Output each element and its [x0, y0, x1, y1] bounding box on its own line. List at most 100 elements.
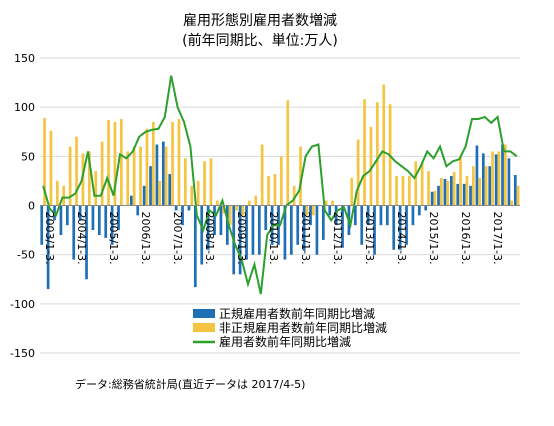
bar-regular — [405, 205, 408, 245]
bar-regular — [129, 195, 133, 206]
bar-regular — [334, 205, 338, 226]
bar-regular — [251, 205, 255, 255]
bar-nonregular — [94, 171, 98, 206]
legend-swatch — [193, 323, 215, 332]
source-note: データ:総務省統計局(直近データは 2017/4-5) — [75, 377, 305, 391]
bar-nonregular — [81, 153, 85, 206]
bar-regular — [398, 205, 402, 250]
bar-regular — [449, 176, 453, 206]
bar-nonregular — [292, 185, 296, 206]
bar-nonregular — [395, 176, 398, 206]
bar-nonregular — [273, 174, 277, 206]
chart-title: 雇用形態別雇用者数増減 — [183, 12, 337, 29]
bar-nonregular — [459, 156, 462, 206]
bar-regular — [174, 205, 178, 211]
bar-nonregular — [331, 200, 334, 206]
bar-nonregular — [62, 185, 66, 206]
bar-regular — [59, 205, 63, 235]
x-tick-label: 2009/1-3. — [235, 212, 248, 265]
x-tick-label: 2004/1-3. — [75, 212, 88, 265]
bar-regular — [149, 166, 152, 206]
bar-nonregular — [209, 158, 213, 206]
bar-nonregular — [324, 200, 328, 206]
bar-nonregular — [414, 161, 418, 206]
legend-swatch — [193, 309, 215, 318]
bar-nonregular — [203, 161, 206, 206]
bar-nonregular — [126, 151, 130, 206]
bar-nonregular — [132, 146, 136, 206]
bar-regular — [456, 183, 460, 206]
y-tick-label: 150 — [14, 52, 35, 65]
bar-regular — [136, 205, 140, 216]
bar-nonregular — [196, 180, 200, 206]
bar-nonregular — [299, 146, 302, 206]
bar-nonregular — [145, 128, 149, 206]
x-tick-label: 2013/1-3. — [363, 212, 376, 265]
bar-regular — [424, 205, 428, 211]
bar-regular — [200, 205, 204, 265]
bar-nonregular — [401, 176, 405, 206]
bar-regular — [78, 205, 82, 221]
bar-regular — [475, 145, 479, 206]
x-tick-label: 2008/1-3. — [203, 212, 216, 265]
bar-regular — [385, 205, 389, 226]
bar-regular — [219, 205, 223, 235]
bar-regular — [501, 144, 504, 206]
bar-regular — [360, 205, 364, 245]
bar-nonregular — [312, 205, 315, 216]
bar-regular — [238, 205, 242, 275]
bar-regular — [206, 205, 210, 250]
bar-regular — [481, 153, 485, 206]
y-tick-label: 0 — [28, 200, 35, 213]
bar-nonregular — [171, 121, 174, 206]
bar-regular — [379, 205, 383, 226]
bar-regular — [328, 205, 332, 216]
bar-regular — [46, 205, 50, 290]
bar-regular — [91, 205, 95, 231]
y-axis: -150 -100 -50 0 50 100 150 — [10, 52, 35, 360]
bar-nonregular — [56, 180, 59, 206]
x-tick-label: 2007/1-3. — [171, 212, 184, 265]
bar-nonregular — [43, 117, 46, 206]
bar-regular — [181, 205, 184, 226]
bar-nonregular — [107, 119, 110, 206]
bar-regular — [443, 178, 447, 206]
bar-nonregular — [497, 151, 501, 206]
chart-subtitle: (前年同期比、単位:万人) — [182, 32, 338, 49]
bar-regular — [155, 144, 159, 206]
bar-regular — [110, 205, 114, 245]
bar-nonregular — [350, 177, 354, 206]
bar-nonregular — [504, 144, 507, 206]
bar-regular — [366, 205, 370, 226]
y-tick-label: 50 — [21, 150, 35, 163]
bar-nonregular — [184, 158, 187, 206]
x-tick-label: 2012/1-3. — [331, 212, 344, 265]
bar-regular — [117, 205, 120, 231]
bar-regular — [494, 154, 498, 206]
y-tick-label: 100 — [14, 101, 35, 114]
bar-nonregular — [440, 177, 443, 206]
bar-regular — [341, 205, 344, 248]
bar-regular — [283, 205, 287, 260]
bar-regular — [65, 205, 69, 226]
bar-nonregular — [248, 200, 251, 206]
bar-nonregular — [446, 180, 450, 206]
bar-regular — [437, 185, 440, 206]
bar-nonregular — [190, 185, 194, 206]
bar-regular — [315, 205, 319, 255]
bar-regular — [142, 185, 146, 206]
x-tick-label: 2005/1-3. — [107, 212, 120, 265]
line-series — [42, 75, 518, 295]
bar-nonregular — [68, 146, 72, 206]
bar-regular — [245, 205, 248, 260]
bar-nonregular — [120, 118, 123, 206]
bar-nonregular — [433, 190, 437, 206]
bar-nonregular — [356, 139, 360, 206]
bar-regular — [40, 205, 44, 245]
bar-regular — [257, 205, 261, 255]
bar-nonregular — [516, 185, 520, 206]
bar-regular — [373, 205, 376, 255]
bar-regular — [309, 205, 312, 226]
bar-regular — [213, 205, 216, 235]
